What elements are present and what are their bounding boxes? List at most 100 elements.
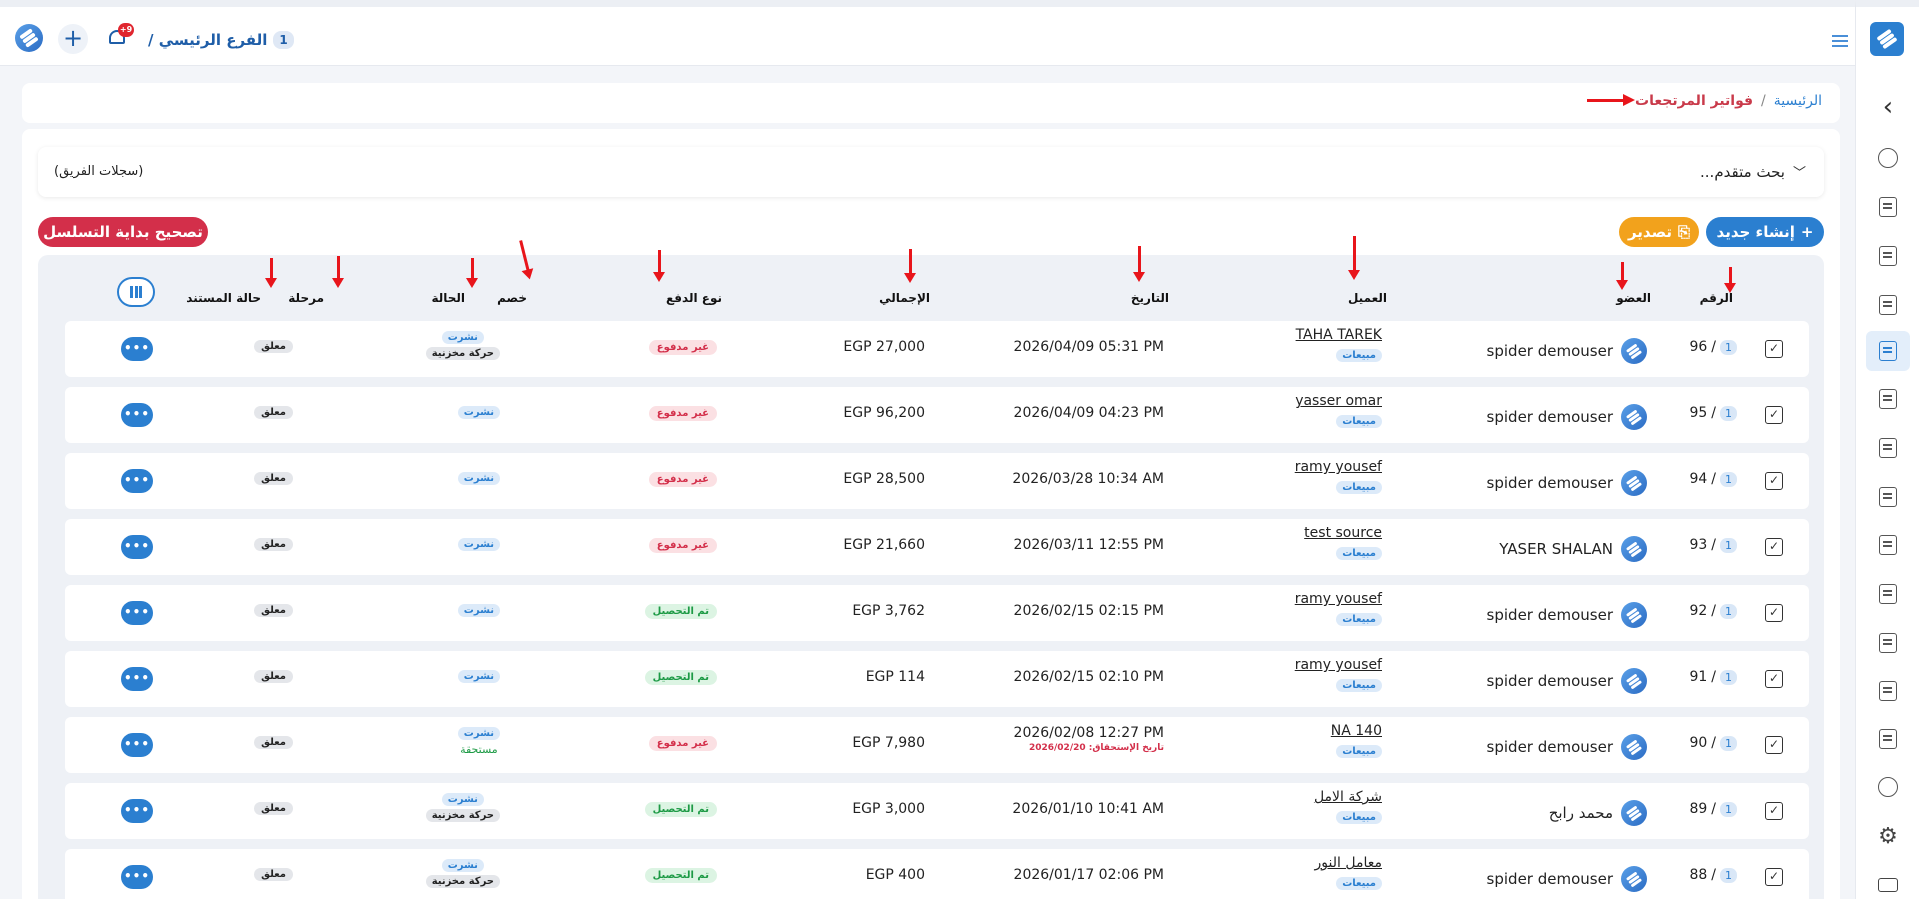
row-actions-button[interactable]: •••: [121, 337, 153, 361]
app-logo-icon[interactable]: [15, 24, 43, 52]
sidebar-logo-icon[interactable]: [1870, 22, 1904, 56]
client-link[interactable]: NA 140: [1330, 723, 1382, 739]
header-number[interactable]: الرقم: [1699, 291, 1733, 305]
breadcrumb-card: الرئيسية / فواتير المرتجعات: [22, 83, 1840, 123]
client-link[interactable]: TAHA TAREK: [1295, 327, 1382, 343]
header-payment-type[interactable]: نوع الدفع: [665, 291, 722, 305]
row-actions-button[interactable]: •••: [121, 865, 153, 889]
payment-status-badge: غير مدفوع: [648, 472, 717, 487]
advanced-search-panel[interactable]: ﹀ بحث متقدم... (سجلات الفريق): [38, 147, 1824, 197]
row-checkbox[interactable]: ✓: [1765, 538, 1783, 556]
table-row[interactable]: ✓ 93 / 1 YASER SHALAN test source مبيعات…: [65, 519, 1809, 575]
sidebar-item-pos[interactable]: [1866, 236, 1910, 276]
table-row[interactable]: ✓ 92 / 1 spider demouser ramy yousef مبي…: [65, 585, 1809, 641]
client-link[interactable]: ramy yousef: [1294, 657, 1382, 673]
table-row[interactable]: ✓ 95 / 1 spider demouser yasser omar مبي…: [65, 387, 1809, 443]
table-row[interactable]: ✓ 94 / 1 spider demouser ramy yousef مبي…: [65, 453, 1809, 509]
client-link[interactable]: test source: [1304, 525, 1382, 541]
client-link[interactable]: ramy yousef: [1294, 591, 1382, 607]
invoice-number[interactable]: 92 / 1: [1689, 603, 1737, 619]
invoice-number[interactable]: 90 / 1: [1689, 735, 1737, 751]
header-status[interactable]: الحالة: [431, 291, 465, 305]
table-row[interactable]: ✓ 88 / 1 spider demouser معامل النور مبي…: [65, 849, 1809, 899]
invoice-date: 2026/03/28 10:34 AM: [1012, 471, 1164, 487]
advanced-search-toggle[interactable]: ﹀ بحث متقدم...: [1700, 162, 1806, 182]
collapse-chevron-icon[interactable]: ‹: [1882, 92, 1894, 122]
breadcrumb-separator: /: [1761, 93, 1766, 109]
member-avatar-icon: [1621, 338, 1647, 364]
breadcrumb-home[interactable]: الرئيسية: [1773, 93, 1822, 109]
client-link[interactable]: معامل النور: [1314, 855, 1382, 871]
client-link[interactable]: شركة الامل: [1313, 789, 1382, 805]
table-row[interactable]: ✓ 91 / 1 spider demouser ramy yousef مبي…: [65, 651, 1809, 707]
team-records-label: (سجلات الفريق): [54, 164, 144, 179]
sidebar-item-quotes[interactable]: [1866, 285, 1910, 325]
row-actions-button[interactable]: •••: [121, 799, 153, 823]
sidebar-item-purchases[interactable]: [1866, 428, 1910, 468]
reports-icon: [1878, 777, 1898, 797]
status-due-label: مستحقة: [460, 743, 498, 756]
sidebar-item-dashboard[interactable]: [1866, 138, 1910, 178]
row-checkbox[interactable]: ✓: [1765, 802, 1783, 820]
row-checkbox[interactable]: ✓: [1765, 472, 1783, 490]
header-stage[interactable]: مرحلة: [288, 291, 324, 305]
sidebar-item-reports[interactable]: [1866, 767, 1910, 807]
sidebar-item-window[interactable]: [1866, 865, 1910, 899]
header-member[interactable]: العضو: [1616, 291, 1651, 305]
invoice-number[interactable]: 88 / 1: [1689, 867, 1737, 883]
invoice-number[interactable]: 91 / 1: [1689, 669, 1737, 685]
row-checkbox[interactable]: ✓: [1765, 736, 1783, 754]
add-icon[interactable]: +: [58, 24, 88, 54]
header-doc-status[interactable]: حالة المستند: [186, 291, 261, 305]
invoice-number[interactable]: 94 / 1: [1689, 471, 1737, 487]
table-row[interactable]: ✓ 89 / 1 محمد رابح شركة الامل مبيعات 202…: [65, 783, 1809, 839]
row-actions-button[interactable]: •••: [121, 667, 153, 691]
branch-selector[interactable]: 1 الفرع الرئيسي /: [148, 31, 294, 49]
row-checkbox[interactable]: ✓: [1765, 340, 1783, 358]
member-name: spider demouser: [1486, 342, 1613, 360]
row-actions-button[interactable]: •••: [121, 403, 153, 427]
row-checkbox[interactable]: ✓: [1765, 406, 1783, 424]
client-cell: ramy yousef مبيعات: [1295, 657, 1382, 692]
member-name: YASER SHALAN: [1499, 540, 1613, 558]
header-date[interactable]: التاريخ: [1130, 291, 1169, 305]
create-new-button[interactable]: + إنشاء جديد: [1706, 217, 1824, 247]
row-actions-button[interactable]: •••: [121, 733, 153, 757]
client-link[interactable]: ramy yousef: [1294, 459, 1382, 475]
sidebar-item-receipts[interactable]: [1866, 525, 1910, 565]
row-checkbox[interactable]: ✓: [1765, 670, 1783, 688]
sidebar-item-purchase-returns[interactable]: [1866, 477, 1910, 517]
plus-icon: +: [1800, 223, 1814, 241]
sidebar-item-settings[interactable]: ⚙: [1866, 816, 1910, 856]
table-row[interactable]: ✓ 96 / 1 spider demouser TAHA TAREK مبيع…: [65, 321, 1809, 377]
header-discount[interactable]: خصم: [497, 291, 527, 305]
sidebar-item-invoices[interactable]: [1866, 187, 1910, 227]
invoice-number[interactable]: 95 / 1: [1689, 405, 1737, 421]
row-checkbox[interactable]: ✓: [1765, 604, 1783, 622]
sidebar-item-payments[interactable]: [1866, 574, 1910, 614]
table-row[interactable]: ✓ 90 / 1 spider demouser NA 140 مبيعات 2…: [65, 717, 1809, 773]
sidebar-item-expenses[interactable]: [1866, 719, 1910, 759]
number-separator: /: [1711, 669, 1716, 685]
invoice-number[interactable]: 93 / 1: [1689, 537, 1737, 553]
fix-sequence-button[interactable]: تصحيح بداية التسلسل: [38, 217, 208, 247]
menu-hamburger-icon[interactable]: [1832, 35, 1848, 47]
invoice-number[interactable]: 96 / 1: [1689, 339, 1737, 355]
export-button[interactable]: ⎘ تصدير: [1619, 217, 1699, 247]
sidebar-item-add-doc[interactable]: [1866, 623, 1910, 663]
column-settings-icon[interactable]: [117, 277, 155, 307]
client-link[interactable]: yasser omar: [1295, 393, 1382, 409]
row-actions-button[interactable]: •••: [121, 601, 153, 625]
header-client[interactable]: العميل: [1347, 291, 1387, 305]
row-actions-button[interactable]: •••: [121, 469, 153, 493]
sidebar-item-credit-notes[interactable]: [1866, 379, 1910, 419]
header-total[interactable]: الإجمالي: [879, 291, 930, 305]
sidebar-item-cash[interactable]: [1866, 671, 1910, 711]
sidebar-item-returns[interactable]: [1866, 331, 1910, 371]
invoice-number[interactable]: 89 / 1: [1689, 801, 1737, 817]
member-avatar-icon: [1621, 800, 1647, 826]
row-checkbox[interactable]: ✓: [1765, 868, 1783, 886]
notifications-bell-icon[interactable]: +9: [106, 23, 134, 49]
payment-status-badge: تم التحصيل: [644, 802, 717, 817]
row-actions-button[interactable]: •••: [121, 535, 153, 559]
